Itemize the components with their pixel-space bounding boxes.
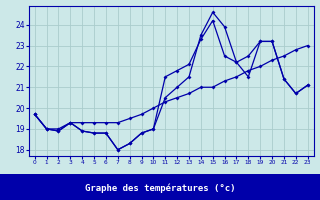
Text: Graphe des températures (°c): Graphe des températures (°c) [85, 184, 235, 193]
